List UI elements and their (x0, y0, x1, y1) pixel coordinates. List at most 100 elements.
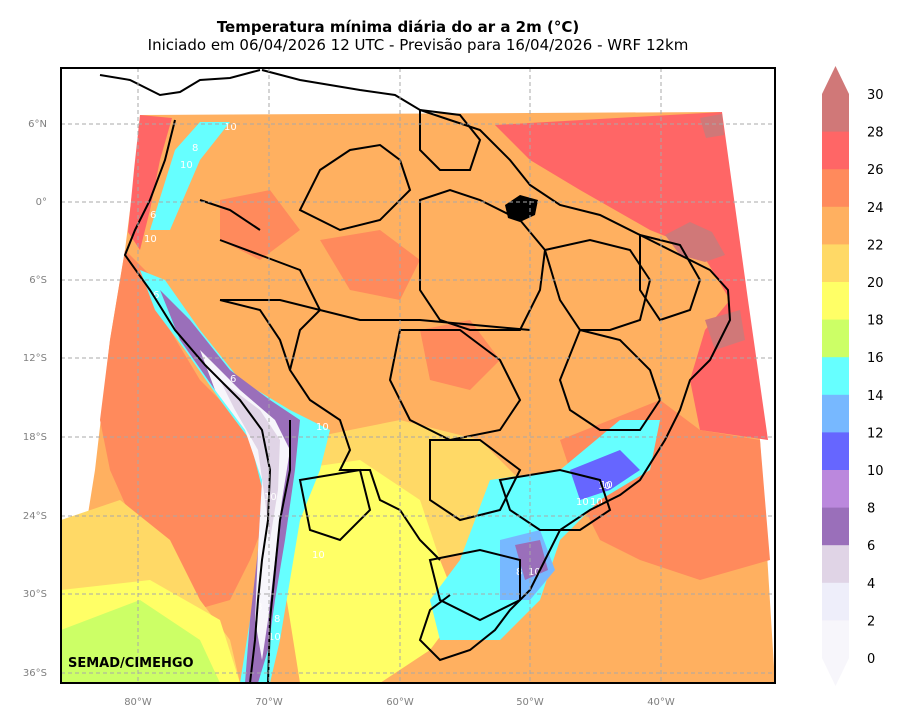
colorbar-label: 12 (867, 426, 884, 441)
lon-tick-label: 70°W (255, 697, 283, 708)
field-yellow-interior (300, 420, 520, 560)
page-title: Temperatura mínima diária do ar a 2m (°C… (216, 18, 580, 36)
colorbar-swatch (822, 357, 849, 396)
colorbar-swatch (822, 94, 849, 133)
colorbar-extend-top (822, 66, 849, 94)
border-interior-11 (419, 108, 482, 171)
lon-tick-label: 50°W (516, 697, 544, 708)
field-lavender-andes (220, 380, 280, 540)
contour-label: 8 (256, 602, 262, 613)
colorbar-label: 10 (867, 464, 884, 479)
colorbar-swatch (822, 394, 849, 433)
field-blue-southeast (570, 450, 640, 500)
field-orange-interior-2 (420, 320, 500, 390)
colorbar-swatch (822, 507, 849, 546)
colorbar-label: 26 (867, 163, 884, 178)
lon-tick-label: 60°W (386, 697, 414, 708)
border-interior-1 (298, 143, 412, 232)
field-orange-interior-3 (220, 190, 300, 260)
border-interior-7 (498, 468, 612, 531)
colorbar-swatch (822, 282, 849, 321)
page-subtitle: Iniciado em 06/04/2026 12 UTC - Previsão… (147, 36, 689, 54)
borders (99, 69, 732, 683)
contour-label: 10 (590, 497, 603, 508)
contour-label: 10 (316, 422, 329, 433)
colorbar-swatch (822, 206, 849, 245)
border-interior-9 (298, 468, 372, 542)
border-interior-4 (558, 328, 662, 431)
border-interior-10 (639, 233, 702, 322)
border-brazil-west (219, 239, 441, 561)
map-frame (60, 67, 776, 684)
border-interior-3 (543, 238, 652, 331)
field-darkred-2 (700, 114, 724, 138)
lon-tick-label: 80°W (124, 697, 152, 708)
lat-tick-label: 12°S (23, 353, 47, 364)
lat-tick-label: 6°S (29, 275, 47, 286)
colorbar-extend-bottom (822, 658, 849, 686)
contour-label: 10 (144, 234, 157, 245)
colorbar-label: 14 (867, 389, 884, 404)
coastline-pacific (123, 119, 272, 683)
colorbar-label: 4 (867, 577, 875, 592)
colorbar-label: 24 (867, 201, 884, 216)
contour-label: 10 (224, 122, 237, 133)
colorbar-swatch (822, 169, 849, 208)
lat-tick-label: 24°S (23, 511, 47, 522)
lat-tick-label: 36°S (23, 668, 47, 679)
field-darkred-1 (665, 222, 725, 262)
colorbar-label: 16 (867, 351, 884, 366)
contour-label: 8 (192, 143, 198, 154)
field-red-pacific (128, 115, 172, 250)
colorbar-swatch (822, 244, 849, 283)
colorbar-label: 30 (867, 88, 884, 103)
colorbar-label: 20 (867, 276, 884, 291)
contour-label: 10 (264, 492, 277, 503)
border-interior-12 (220, 299, 531, 331)
field-orange-interior-1 (320, 230, 420, 300)
contour-label: 10 (598, 481, 611, 492)
colorbar-label: 2 (867, 614, 875, 629)
contour-label: 10 (312, 550, 325, 561)
field-greenyellow (61, 600, 220, 683)
colorbar-swatch (822, 319, 849, 358)
colorbar-swatch (822, 470, 849, 509)
colorbar-label: 6 (867, 539, 875, 554)
contour-label: 10 (180, 160, 193, 171)
contour-label: 10 (576, 497, 589, 508)
border-interior-5 (388, 329, 522, 442)
contour-label: 8 (274, 614, 280, 625)
credit-label: SEMAD/CIMEHGO (68, 656, 194, 671)
colorbar-label: 0 (867, 652, 875, 667)
field-cyan-andes-north (150, 122, 230, 230)
colorbar-label: 8 (867, 502, 875, 517)
colorbar-swatch (822, 620, 849, 659)
colorbar-label: 18 (867, 314, 884, 329)
colorbar-swatch (822, 545, 849, 584)
contour-label: 10 (600, 480, 613, 491)
contour-label: 6 (153, 290, 159, 301)
border-interior-6 (429, 439, 522, 522)
lon-tick-labels: 80°W 70°W 60°W 50°W 40°W (124, 697, 675, 708)
colorbar-swatch (822, 432, 849, 471)
lat-tick-labels: 6°N 0° 6°S 12°S 18°S 24°S 30°S 36°S (23, 119, 47, 679)
lon-tick-label: 40°W (647, 697, 675, 708)
contour-label: 6 (150, 210, 156, 221)
field-cyan-andes (140, 270, 330, 683)
lat-tick-label: 30°S (23, 589, 47, 600)
colorbar-swatch (822, 131, 849, 170)
lat-tick-label: 0° (36, 197, 47, 208)
contour-label: 10 (528, 567, 541, 578)
colorbar-label: 22 (867, 238, 884, 253)
coastline-north (99, 69, 732, 662)
colorbar-label: 28 (867, 126, 884, 141)
contour-label: 10 (268, 632, 281, 643)
border-interior-8 (428, 548, 521, 622)
contour-label: 6 (230, 374, 236, 385)
lat-tick-label: 18°S (23, 432, 47, 443)
border-interior-2 (419, 188, 547, 331)
lat-tick-label: 6°N (28, 119, 47, 130)
gridlines (61, 68, 775, 683)
